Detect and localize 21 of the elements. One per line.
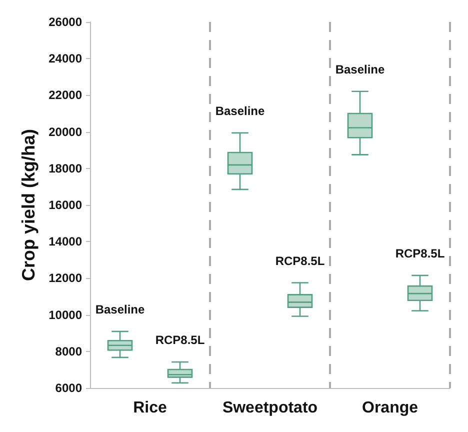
y-tick-label: 6000	[55, 381, 82, 395]
y-tick-label: 14000	[48, 234, 82, 249]
text: Baseline	[215, 104, 265, 118]
y-tick-label: 10000	[48, 308, 82, 322]
y-tick-label: 20000	[48, 124, 82, 139]
y-tick-label: 12000	[48, 271, 82, 286]
y-tick-label: 22000	[48, 88, 82, 102]
text: Baseline	[335, 62, 385, 76]
y-tick-label: 16000	[48, 198, 82, 212]
y-tick-label: 26000	[48, 15, 82, 29]
text: RCP8.5L	[395, 246, 445, 260]
x-tick-label: Sweetpotato	[222, 400, 318, 416]
y-tick-label: 24000	[48, 52, 82, 66]
x-tick-label: Rice	[133, 400, 167, 416]
text: Baseline	[95, 302, 146, 316]
y-axis-title: Crop yield (kg/ha)	[18, 128, 39, 282]
text: RCP8.5L	[275, 254, 325, 268]
text: RCP8.5L	[155, 333, 205, 348]
y-tick-label: 8000	[55, 344, 82, 358]
y-tick-label: 18000	[48, 161, 82, 176]
x-tick-label: Orange	[362, 400, 418, 416]
